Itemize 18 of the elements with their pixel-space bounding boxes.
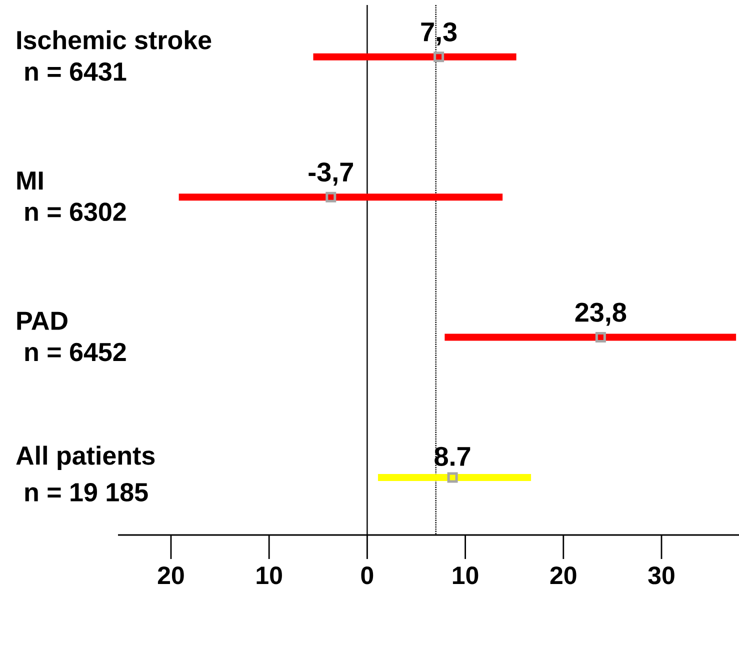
y-tick-label: Ischemic stroke bbox=[17, 30, 212, 50]
x-tick-label: 20 bbox=[550, 566, 576, 584]
x-tick-label: 10 bbox=[452, 566, 478, 584]
annotation: n = 6452 bbox=[25, 342, 126, 362]
y-tick-label: All patients bbox=[16, 446, 155, 470]
x-tick-label: 20 bbox=[158, 566, 184, 584]
annotation: n = 6431 bbox=[25, 62, 126, 81]
y-tick-label: MI bbox=[17, 172, 43, 190]
data-label: -3,7 bbox=[308, 162, 353, 186]
x-tick-label: 0 bbox=[361, 566, 374, 584]
x-tick-label: 30 bbox=[648, 566, 674, 584]
data-label: 23,8 bbox=[575, 302, 626, 326]
data-label: 8.7 bbox=[434, 446, 470, 466]
annotation: n = 6302 bbox=[25, 202, 126, 222]
x-tick-label: 10 bbox=[256, 566, 282, 584]
data-label: 7,3 bbox=[421, 22, 457, 46]
y-tick-label: PAD bbox=[17, 312, 68, 330]
annotation: n = 19 185 bbox=[25, 483, 148, 502]
